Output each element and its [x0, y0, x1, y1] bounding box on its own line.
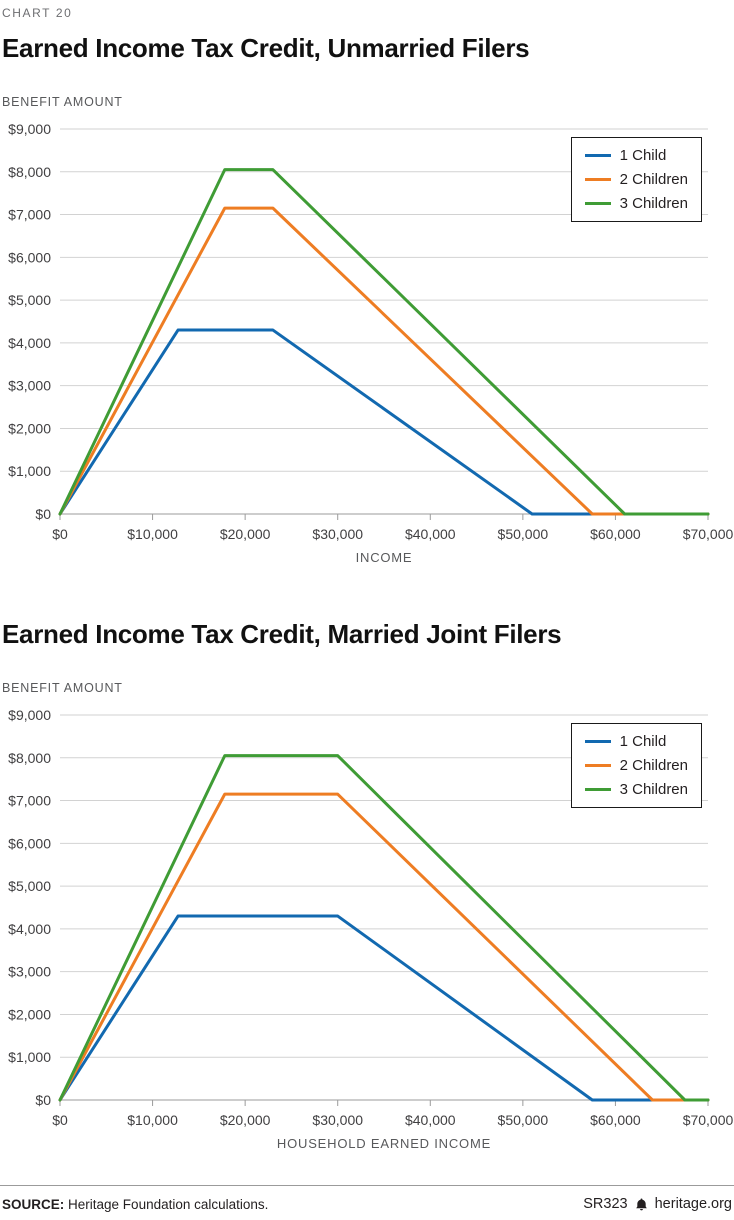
legend-label: 1 Child — [619, 147, 667, 164]
chart-block-married: Earned Income Tax Credit, Married Joint … — [0, 619, 734, 1151]
footer: SOURCE: Heritage Foundation calculations… — [0, 1185, 734, 1212]
legend-item: 2 Children — [584, 757, 688, 774]
y-tick-label: $8,000 — [8, 750, 51, 766]
series-line-1-child — [58, 328, 710, 516]
x-tick-label: $40,000 — [405, 1112, 456, 1128]
legend-swatch — [584, 178, 611, 181]
y-axis-title: BENEFIT AMOUNT — [2, 95, 123, 109]
series-line-2-children — [58, 792, 710, 1102]
chart-svg: $0 $1,000 $2,000 $3,000 $4,000 $5,000 $6,000 $7… — [8, 707, 734, 1128]
x-axis-title: HOUSEHOLD EARNED INCOME — [276, 1136, 492, 1151]
source-label: SOURCE: — [2, 1196, 65, 1212]
legend-swatch — [584, 764, 611, 767]
legend-swatch — [584, 788, 611, 791]
legend: 1 Child 2 Children 3 Children — [570, 137, 702, 222]
y-tick-label: $5,000 — [8, 878, 51, 894]
y-axis-title: BENEFIT AMOUNT — [2, 681, 123, 695]
x-axis-title: INCOME — [355, 550, 413, 565]
chart-number-label: CHART 20 — [2, 6, 73, 20]
x-tick-label: $30,000 — [312, 1112, 363, 1128]
chart-title-unmarried: Earned Income Tax Credit, Unmarried File… — [2, 33, 530, 63]
x-tick-label: $20,000 — [220, 1112, 271, 1128]
legend: 1 Child 2 Children 3 Children — [570, 723, 702, 808]
legend-swatch — [584, 154, 611, 157]
y-tick-label: $2,000 — [8, 420, 51, 436]
y-tick-label: $8,000 — [8, 164, 51, 180]
x-tick-label: $0 — [52, 1112, 68, 1128]
chart-block-unmarried: Earned Income Tax Credit, Unmarried File… — [0, 33, 734, 565]
y-tick-label: $0 — [35, 1092, 51, 1108]
report-code: SR323 — [583, 1196, 628, 1212]
source-note: SOURCE: Heritage Foundation calculations… — [2, 1197, 268, 1212]
source-text: Heritage Foundation calculations. — [68, 1196, 269, 1212]
legend-label: 3 Children — [619, 781, 688, 798]
x-tick-label: $10,000 — [127, 526, 178, 542]
legend-label: 2 Children — [619, 171, 688, 188]
x-tick-label: $0 — [52, 526, 68, 542]
x-tick-label: $70,000 — [683, 1112, 734, 1128]
series-line-3-children — [58, 754, 710, 1102]
legend-label: 1 Child — [619, 733, 667, 750]
x-tick-label: $30,000 — [312, 526, 363, 542]
y-tick-label: $1,000 — [8, 1049, 51, 1065]
legend-item: 3 Children — [584, 195, 688, 212]
site-label: heritage.org — [654, 1196, 732, 1212]
y-tick-label: $6,000 — [8, 835, 51, 851]
legend-swatch — [584, 202, 611, 205]
y-tick-label: $9,000 — [8, 707, 51, 723]
y-tick-label: $7,000 — [8, 207, 51, 223]
x-tick-label: $20,000 — [220, 526, 271, 542]
footer-right: SR323 heritage.org — [583, 1196, 732, 1212]
line-chart-married: $0 $1,000 $2,000 $3,000 $4,000 $5,000 $6,000 $7… — [0, 701, 734, 1134]
legend-swatch — [584, 740, 611, 743]
series-line-1-child — [58, 914, 710, 1102]
y-tick-label: $9,000 — [8, 121, 51, 137]
y-tick-label: $3,000 — [8, 964, 51, 980]
x-tick-label: $10,000 — [127, 1112, 178, 1128]
y-tick-label: $6,000 — [8, 249, 51, 265]
chart-title-married: Earned Income Tax Credit, Married Joint … — [2, 619, 562, 649]
x-tick-label: $50,000 — [498, 1112, 549, 1128]
x-tick-label: $70,000 — [683, 526, 734, 542]
legend-label: 2 Children — [619, 757, 688, 774]
y-tick-label: $7,000 — [8, 793, 51, 809]
y-tick-label: $5,000 — [8, 292, 51, 308]
y-tick-label: $4,000 — [8, 921, 51, 937]
chart-svg: $0 $1,000 $2,000 $3,000 $4,000 $5,000 $6,000 $7… — [8, 121, 734, 542]
x-tick-label: $40,000 — [405, 526, 456, 542]
y-tick-label: $2,000 — [8, 1006, 51, 1022]
y-tick-label: $3,000 — [8, 378, 51, 394]
series-line-3-children — [58, 168, 710, 516]
legend-item: 3 Children — [584, 781, 688, 798]
x-tick-label: $60,000 — [590, 526, 641, 542]
heritage-bell-icon — [635, 1197, 648, 1211]
x-tick-label: $50,000 — [498, 526, 549, 542]
line-chart-unmarried: $0 $1,000 $2,000 $3,000 $4,000 $5,000 $6,000 $7… — [0, 115, 734, 548]
legend-label: 3 Children — [619, 195, 688, 212]
legend-item: 1 Child — [584, 147, 688, 164]
y-tick-label: $4,000 — [8, 335, 51, 351]
y-tick-label: $0 — [35, 506, 51, 522]
x-tick-label: $60,000 — [590, 1112, 641, 1128]
legend-item: 2 Children — [584, 171, 688, 188]
y-tick-label: $1,000 — [8, 463, 51, 479]
legend-item: 1 Child — [584, 733, 688, 750]
